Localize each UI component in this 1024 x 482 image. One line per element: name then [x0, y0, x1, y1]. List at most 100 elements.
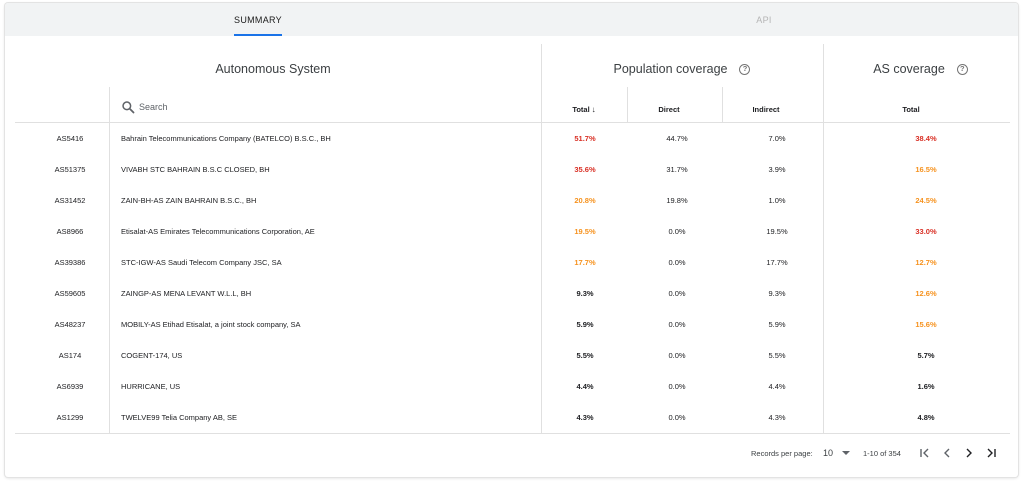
population-total-cell: 4.3% [576, 413, 594, 422]
column-total-label: Total [572, 105, 590, 114]
population-total-cell: 9.3% [576, 289, 594, 298]
asn-cell: AS6939 [56, 382, 84, 391]
population-direct-cell: 0.0% [668, 227, 686, 236]
help-circle-icon[interactable]: ? [739, 63, 751, 75]
as-name-cell: VIVABH STC BAHRAIN B.S.C CLOSED, BH [121, 165, 270, 174]
divider-as-coverage [823, 44, 824, 434]
asn-cell: AS31452 [54, 196, 86, 205]
search-icon [122, 101, 135, 114]
chevron-right-icon [966, 448, 972, 458]
as-coverage-total-cell: 16.5% [915, 165, 937, 174]
divider-name-col [109, 87, 110, 434]
population-indirect-cell: 7.0% [768, 134, 786, 143]
records-per-page-select[interactable]: 10 [823, 443, 851, 463]
population-indirect-cell: 1.0% [768, 196, 786, 205]
population-indirect-cell: 4.3% [768, 413, 786, 422]
population-indirect-cell: 17.7% [766, 258, 788, 267]
table-row[interactable]: AS31452 ZAIN-BH-AS ZAIN BAHRAIN B.S.C., … [15, 185, 1010, 216]
asn-cell: AS59605 [54, 289, 86, 298]
as-coverage-total-cell: 1.6% [917, 382, 935, 391]
as-name-cell: STC-IGW-AS Saudi Telecom Company JSC, SA [121, 258, 282, 267]
chevron-left-icon [944, 448, 950, 458]
last-page-icon [987, 448, 996, 458]
header-population-coverage: Population coverage ? [541, 48, 823, 90]
table-row[interactable]: AS1299 TWELVE99 Telia Company AB, SE 4.3… [15, 402, 1010, 433]
population-total-cell: 5.5% [576, 351, 594, 360]
asn-cell: AS5416 [56, 134, 84, 143]
population-direct-cell: 0.0% [668, 289, 686, 298]
search-box [121, 98, 339, 116]
previous-page-button[interactable] [939, 445, 955, 461]
asn-cell: AS8966 [56, 227, 84, 236]
population-indirect-cell: 5.9% [768, 320, 786, 329]
population-direct-cell: 0.0% [668, 351, 686, 360]
help-circle-icon[interactable]: ? [956, 63, 968, 75]
as-coverage-total-cell: 38.4% [915, 134, 937, 143]
table-row[interactable]: AS174 COGENT-174, US 5.5% 0.0% 5.5% 5.7% [15, 340, 1010, 371]
population-direct-cell: 0.0% [668, 413, 686, 422]
first-page-button[interactable] [917, 445, 933, 461]
table-row[interactable]: AS48237 MOBILY-AS Etihad Etisalat, a joi… [15, 309, 1010, 340]
as-name-cell: Etisalat-AS Emirates Telecommunications … [121, 227, 315, 236]
table-row[interactable]: AS39386 STC-IGW-AS Saudi Telecom Company… [15, 247, 1010, 278]
as-name-cell: ZAINGP-AS MENA LEVANT W.L.L, BH [121, 289, 252, 298]
population-indirect-cell: 3.9% [768, 165, 786, 174]
table-row[interactable]: AS8966 Etisalat-AS Emirates Telecommunic… [15, 216, 1010, 247]
asn-cell: AS51375 [54, 165, 86, 174]
header-divider [15, 122, 1010, 123]
divider-indirect-col [722, 87, 723, 123]
tab-summary[interactable]: SUMMARY [5, 3, 511, 36]
population-total-cell: 5.9% [576, 320, 594, 329]
header-population-coverage-label: Population coverage [613, 62, 728, 76]
records-per-page-label: Records per page: [751, 448, 813, 458]
next-page-button[interactable] [961, 445, 977, 461]
column-indirect[interactable]: Indirect [752, 105, 780, 114]
last-page-button[interactable] [983, 445, 999, 461]
table-row[interactable]: AS51375 VIVABH STC BAHRAIN B.S.C CLOSED,… [15, 154, 1010, 185]
table-row[interactable]: AS6939 HURRICANE, US 4.4% 0.0% 4.4% 1.6% [15, 371, 1010, 402]
as-name-cell: MOBILY-AS Etihad Etisalat, a joint stock… [121, 320, 301, 329]
header-autonomous-system: Autonomous System [5, 48, 541, 90]
table-row[interactable]: AS59605 ZAINGP-AS MENA LEVANT W.L.L, BH … [15, 278, 1010, 309]
population-total-cell: 17.7% [574, 258, 596, 267]
population-direct-cell: 44.7% [666, 134, 688, 143]
sort-arrow-down-icon[interactable]: ↓ [591, 105, 596, 114]
header-autonomous-system-label: Autonomous System [215, 62, 331, 76]
column-as-total[interactable]: Total [902, 105, 920, 114]
table-row[interactable]: AS5416 Bahrain Telecommunications Compan… [15, 123, 1010, 154]
as-coverage-total-cell: 12.7% [915, 258, 937, 267]
pagination-range: 1-10 of 354 [863, 448, 901, 458]
population-direct-cell: 31.7% [666, 165, 688, 174]
column-total[interactable]: Total ↓ [572, 105, 595, 114]
tab-bar: SUMMARY API [5, 3, 1018, 36]
as-coverage-total-cell: 33.0% [915, 227, 937, 236]
as-name-cell: ZAIN-BH-AS ZAIN BAHRAIN B.S.C., BH [121, 196, 257, 205]
population-direct-cell: 0.0% [668, 320, 686, 329]
asn-cell: AS48237 [54, 320, 86, 329]
population-direct-cell: 0.0% [668, 258, 686, 267]
population-total-cell: 35.6% [574, 165, 596, 174]
divider-population [541, 44, 542, 434]
as-name-cell: COGENT-174, US [121, 351, 183, 360]
population-total-cell: 19.5% [574, 227, 596, 236]
tab-api[interactable]: API [756, 14, 772, 25]
as-coverage-total-cell: 15.6% [915, 320, 937, 329]
as-coverage-total-cell: 24.5% [915, 196, 937, 205]
asn-cell: AS174 [58, 351, 82, 360]
population-indirect-cell: 4.4% [768, 382, 786, 391]
coverage-card: SUMMARY API Autonomous System Population… [5, 3, 1018, 477]
column-direct[interactable]: Direct [658, 105, 680, 114]
divider-direct-col [627, 87, 628, 123]
header-as-coverage: AS coverage ? [823, 48, 1018, 90]
search-input[interactable] [139, 102, 339, 112]
population-direct-cell: 19.8% [666, 196, 688, 205]
population-direct-cell: 0.0% [668, 382, 686, 391]
as-coverage-total-cell: 12.6% [915, 289, 937, 298]
population-total-cell: 20.8% [574, 196, 596, 205]
as-name-cell: Bahrain Telecommunications Company (BATE… [121, 134, 331, 143]
as-name-cell: TWELVE99 Telia Company AB, SE [121, 413, 238, 422]
caret-down-icon [842, 451, 851, 455]
population-indirect-cell: 9.3% [768, 289, 786, 298]
first-page-icon [920, 448, 929, 458]
population-indirect-cell: 19.5% [766, 227, 788, 236]
